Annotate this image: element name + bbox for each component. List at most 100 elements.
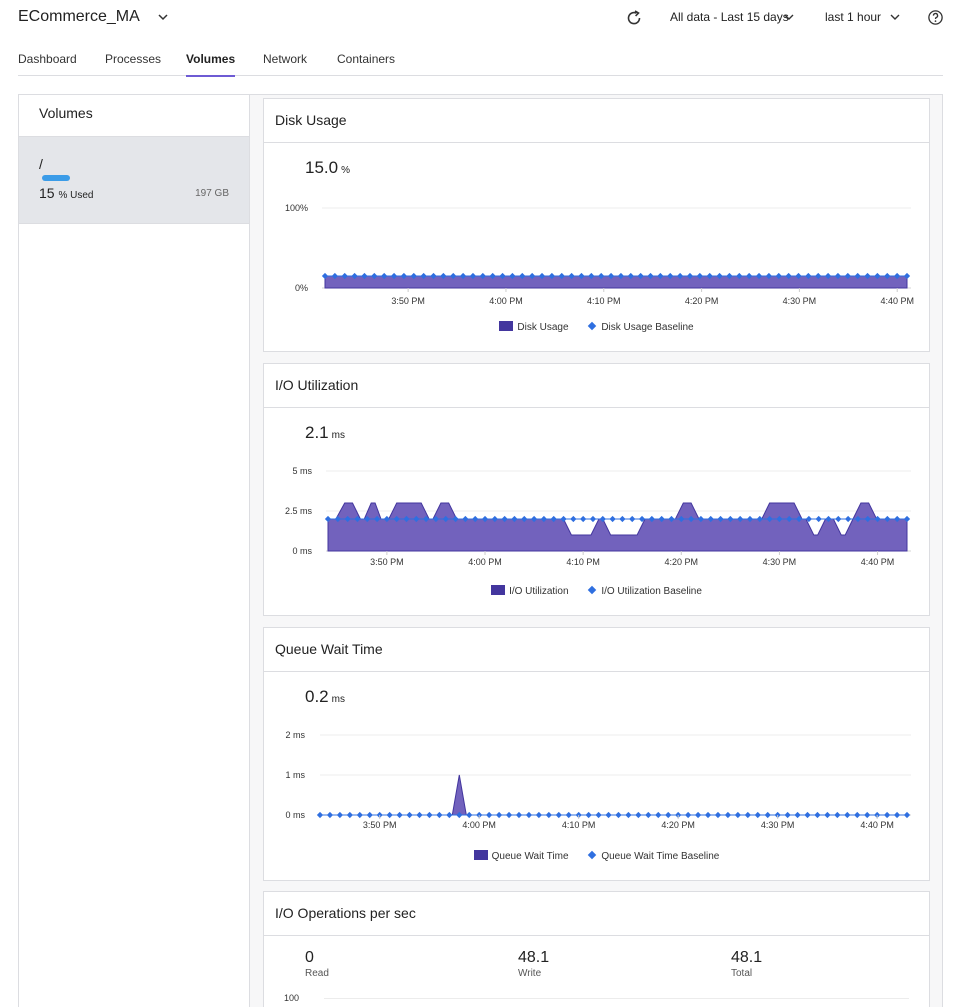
chart-legend: Queue Wait Time Queue Wait Time Baseline xyxy=(264,850,929,862)
legend-marker xyxy=(588,321,597,331)
x-tick-label: 4:20 PM xyxy=(685,296,719,306)
legend-item[interactable]: Queue Wait Time xyxy=(473,850,569,862)
baseline-marker xyxy=(400,272,408,280)
legend-swatch xyxy=(491,585,506,595)
baseline-marker xyxy=(321,272,329,280)
top-bar: ECommerce_MA All data - Last 15 days las… xyxy=(0,0,960,36)
x-tick-label: 4:20 PM xyxy=(661,820,695,830)
baseline-marker xyxy=(336,811,344,819)
legend-label: I/O Utilization xyxy=(509,586,569,597)
help-icon[interactable] xyxy=(927,9,944,26)
card-title: I/O Operations per sec xyxy=(264,892,929,936)
legend-item[interactable]: I/O Utilization xyxy=(491,585,569,597)
baseline-marker xyxy=(479,272,486,280)
volume-list-item[interactable]: / 15 % Used 197 GB xyxy=(19,136,249,224)
ops-value: 48.1 xyxy=(518,949,550,966)
legend-label: Disk Usage Baseline xyxy=(601,322,694,333)
card-title: Disk Usage xyxy=(264,99,929,143)
baseline-marker xyxy=(316,811,324,819)
disk-usage-value: 15.0% xyxy=(305,158,350,178)
baseline-marker xyxy=(864,811,871,819)
y-tick-label: 0 ms xyxy=(285,810,305,820)
baseline-marker xyxy=(795,515,803,523)
ops-value: 0 xyxy=(305,949,314,966)
chevron-down-icon[interactable] xyxy=(783,11,795,23)
tab-dashboard[interactable]: Dashboard xyxy=(18,52,77,66)
area-series xyxy=(320,774,907,816)
refresh-icon[interactable] xyxy=(624,8,644,28)
baseline-marker xyxy=(625,811,632,819)
baseline-marker xyxy=(714,811,722,819)
x-tick-label: 3:50 PM xyxy=(370,557,404,567)
ops-y-tick-label: 100 xyxy=(284,993,300,1003)
baseline-marker xyxy=(834,811,841,819)
legend-label: Queue Wait Time xyxy=(491,851,569,862)
baseline-marker xyxy=(883,811,891,819)
baseline-marker xyxy=(605,811,612,819)
sidebar-title: Volumes xyxy=(39,105,93,121)
baseline-marker xyxy=(824,272,832,280)
legend-item[interactable]: Queue Wait Time Baseline xyxy=(588,850,719,862)
volume-used: 15 % Used xyxy=(39,185,93,201)
tab-containers[interactable]: Containers xyxy=(337,52,396,66)
legend-item[interactable]: Disk Usage Baseline xyxy=(588,321,694,333)
baseline-marker xyxy=(655,811,662,819)
x-tick-label: 4:30 PM xyxy=(763,557,797,567)
x-tick-label: 4:30 PM xyxy=(761,820,795,830)
baseline-marker xyxy=(466,811,473,819)
baseline-marker xyxy=(629,515,636,523)
legend-item[interactable]: Disk Usage xyxy=(499,321,569,333)
y-tick-label: 2 ms xyxy=(285,730,305,740)
tab-volumes[interactable]: Volumes xyxy=(186,52,236,77)
baseline-marker xyxy=(386,811,393,819)
baseline-marker xyxy=(794,811,801,819)
tab-network[interactable]: Network xyxy=(263,52,308,66)
baseline-marker xyxy=(505,811,513,819)
baseline-marker xyxy=(390,272,398,280)
baseline-marker xyxy=(615,811,622,819)
baseline-marker xyxy=(326,811,334,819)
baseline-marker xyxy=(804,811,811,819)
volume-used-value: 15 xyxy=(39,185,55,201)
card-value-unit: ms xyxy=(331,694,345,705)
area-series xyxy=(327,502,908,552)
baseline-marker xyxy=(805,515,812,523)
time-window-select[interactable]: last 1 hour xyxy=(825,10,882,24)
baseline-marker xyxy=(864,515,871,523)
app-title[interactable]: ECommerce_MA xyxy=(18,8,140,25)
baseline-marker xyxy=(734,811,741,819)
baseline-marker xyxy=(410,272,417,280)
baseline-marker xyxy=(884,515,891,523)
ops-value: 48.1 xyxy=(731,949,763,966)
ops-gridline xyxy=(324,998,909,999)
disk-usage-card: Disk Usage 15.0% 0% 100% 3:50 PM 4:00 PM 4:1… xyxy=(263,98,930,352)
chevron-down-icon[interactable] xyxy=(156,10,170,24)
baseline-marker xyxy=(844,811,851,819)
card-value-unit: ms xyxy=(331,430,345,441)
y-tick-label: 2.5 ms xyxy=(285,506,313,516)
x-tick-label: 4:30 PM xyxy=(783,296,817,306)
baseline-marker xyxy=(694,811,702,819)
volume-size: 197 GB xyxy=(195,188,229,199)
data-range-select[interactable]: All data - Last 15 days xyxy=(670,10,789,24)
baseline-marker xyxy=(903,515,911,523)
legend-swatch xyxy=(499,321,514,331)
baseline-marker xyxy=(744,811,751,819)
x-tick-label: 4:10 PM xyxy=(562,820,596,830)
baseline-marker xyxy=(469,272,477,280)
baseline-marker xyxy=(619,515,626,523)
baseline-marker xyxy=(784,811,791,819)
legend-item[interactable]: I/O Utilization Baseline xyxy=(588,585,702,597)
tab-processes[interactable]: Processes xyxy=(105,52,162,66)
legend-label: I/O Utilization Baseline xyxy=(601,586,702,597)
baseline-marker xyxy=(894,515,901,523)
chevron-down-icon[interactable] xyxy=(889,11,901,23)
baseline-marker xyxy=(665,811,672,819)
queue-wait-chart: 0 ms 1 ms 2 ms 3:50 PM 4:00 PM 4:10 PM 4:20 PM… xyxy=(285,730,911,830)
legend-marker xyxy=(588,850,597,860)
chart-legend: Disk Usage Disk Usage Baseline xyxy=(264,321,929,333)
io-utilization-card: I/O Utilization 2.1 ms 0 ms 2.5 ms 5 ms 3:50… xyxy=(263,363,930,616)
volume-usage-bar xyxy=(42,175,228,181)
baseline-marker xyxy=(499,272,506,280)
baseline-marker xyxy=(580,515,587,523)
